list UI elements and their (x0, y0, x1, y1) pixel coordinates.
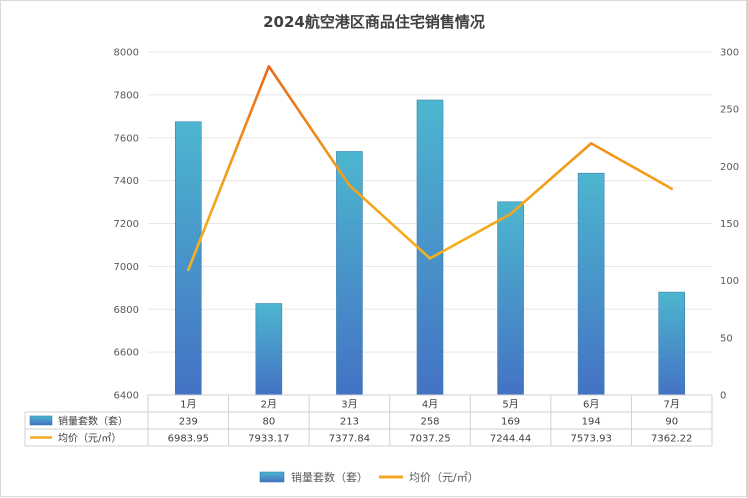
left-tick-label: 7600 (114, 133, 139, 144)
left-tick-label: 6400 (114, 391, 139, 402)
left-axis-ticks: 6400 6600 6800 7000 7200 7400 7600 7800 8000 (114, 48, 139, 402)
bar-value-label: 194 (582, 417, 601, 428)
bar (416, 99, 444, 396)
bar (336, 151, 363, 396)
table-row-header-line: 均价（元/㎡） (58, 433, 121, 445)
chart-title: 2024航空港区商品住宅销售情况 (263, 13, 485, 31)
left-tick-label: 7000 (114, 262, 139, 273)
right-tick-label: 200 (720, 162, 739, 173)
table-row-key-bar (29, 415, 53, 426)
category-label: 4月 (422, 399, 438, 411)
bar (174, 121, 202, 396)
category-label: 1月 (180, 399, 196, 411)
category-label: 6月 (583, 399, 599, 411)
right-axis-ticks: 0 50 100 150 200 250 300 (720, 48, 739, 402)
bar (577, 172, 605, 396)
right-tick-label: 250 (720, 105, 739, 116)
category-label: 5月 (502, 399, 518, 411)
table-row-header-bar: 销量套数（套） (58, 415, 128, 428)
right-tick-label: 150 (720, 219, 739, 230)
bar-value-label: 213 (340, 417, 359, 428)
line-value-label: 7244.44 (490, 434, 531, 445)
line-value-label: 7037.25 (409, 434, 450, 445)
right-tick-label: 0 (720, 391, 726, 402)
bar-value-label: 90 (665, 417, 678, 428)
line-value-label: 7573.93 (570, 434, 611, 445)
right-tick-label: 100 (720, 276, 739, 287)
left-tick-label: 6600 (114, 348, 139, 359)
bar (255, 303, 283, 396)
bar (497, 201, 524, 396)
bar-value-label: 258 (420, 417, 439, 428)
bar (658, 291, 686, 396)
line-series-path (186, 65, 674, 272)
bar-value-label: 239 (179, 417, 198, 428)
category-label: 3月 (341, 399, 357, 411)
line-value-label: 7362.22 (651, 434, 692, 445)
legend-key-bar (259, 471, 285, 483)
bar-value-label: 169 (501, 417, 520, 428)
line-value-label: 7377.84 (329, 434, 370, 445)
left-tick-label: 7800 (114, 90, 139, 101)
right-tick-label: 50 (720, 333, 733, 344)
bar-value-label: 80 (262, 417, 275, 428)
line-value-label: 6983.95 (168, 434, 209, 445)
legend-label-line: 均价（元/㎡） (409, 471, 479, 484)
line-value-label: 7933.17 (248, 434, 289, 445)
left-tick-label: 7400 (114, 176, 139, 187)
right-tick-label: 300 (720, 48, 739, 59)
legend-label-bar: 销量套数（套） (291, 470, 368, 484)
left-tick-label: 7200 (114, 219, 139, 230)
left-tick-label: 8000 (114, 48, 139, 59)
category-label: 2月 (261, 399, 277, 411)
legend: 销量套数（套） 均价（元/㎡） (259, 470, 479, 484)
category-label: 7月 (664, 399, 680, 411)
bar-series (174, 99, 686, 396)
left-tick-label: 6800 (114, 305, 139, 316)
line-series (186, 65, 674, 272)
